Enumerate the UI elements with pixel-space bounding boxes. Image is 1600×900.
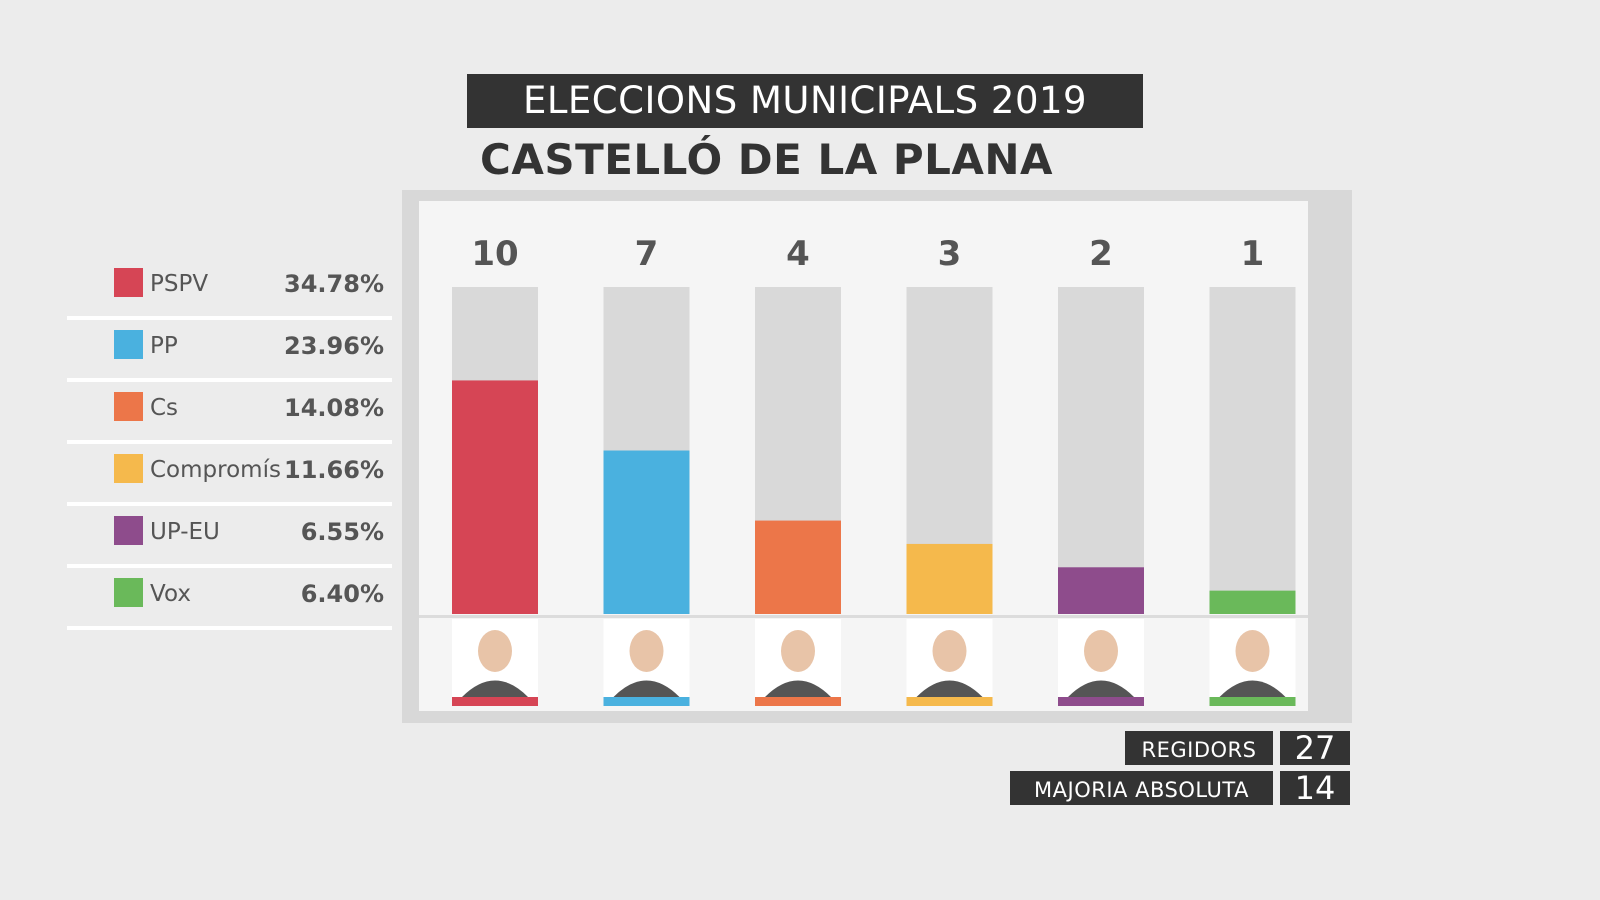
legend-swatch [114,268,143,297]
legend-swatch [114,392,143,421]
legend-vote-percent: 11.66% [284,456,384,484]
legend-swatch [114,516,143,545]
candidate-body [613,680,680,697]
legend-item: UP-EU 6.55% [67,506,392,568]
bar-track [1058,287,1144,614]
absolute-majority-label: MAJORIA ABSOLUTA [1010,771,1273,805]
legend-swatch [114,578,143,607]
seat-count-label: 10 [471,234,518,274]
legend-vote-percent: 6.40% [300,580,384,608]
bar-track [1209,287,1296,614]
candidate-color-strip [452,697,538,706]
candidate-face [478,630,512,672]
candidate-color-strip [1058,697,1144,706]
legend-item: PP 23.96% [67,320,392,382]
candidate-face [1235,630,1270,672]
legend-vote-percent: 34.78% [284,270,384,298]
seat-count-label: 3 [938,234,962,274]
legend-item: Compromís 11.66% [67,444,392,506]
legend-party-name: PSPV [150,271,209,297]
bar-up-eu [1058,567,1144,614]
legend-vote-percent: 14.08% [284,394,384,422]
candidate-face [932,630,967,672]
city-title: CASTELLÓ DE LA PLANA [480,135,1054,184]
legend: PSPV 34.78% PP 23.96% Cs 14.08% Compromí… [67,258,392,630]
bar-compromís [906,543,993,614]
bar-cs [755,520,841,614]
candidate-color-strip [1209,697,1296,706]
candidate-color-strip [906,697,993,706]
candidate-face [629,630,664,672]
legend-party-name: Vox [150,581,191,607]
legend-party-name: UP-EU [150,519,220,545]
candidate-body [1068,680,1134,697]
candidate-body [765,680,831,697]
candidate-face [781,630,815,672]
legend-party-name: Compromís [150,457,281,483]
bar-vox [1209,590,1296,614]
chart-baseline [419,615,1308,618]
regidors-value: 27 [1280,731,1350,765]
legend-party-name: PP [150,333,178,359]
legend-swatch [114,330,143,359]
legend-item: PSPV 34.78% [67,258,392,320]
candidate-body [1219,680,1286,697]
absolute-majority-value: 14 [1280,771,1350,805]
legend-item: Cs 14.08% [67,382,392,444]
seat-count-label: 2 [1089,234,1113,274]
candidate-color-strip [755,697,841,706]
seat-count-label: 7 [635,234,659,274]
candidate-color-strip [603,697,690,706]
seats-bar-chart: 10 7 4 3 2 1 [452,234,1296,706]
seat-count-label: 1 [1241,234,1265,274]
legend-vote-percent: 23.96% [284,332,384,360]
legend-party-name: Cs [150,395,179,421]
election-title: ELECCIONS MUNICIPALS 2019 [467,74,1143,128]
legend-swatch [114,454,143,483]
legend-vote-percent: 6.55% [300,518,384,546]
regidors-label: REGIDORS [1125,731,1273,765]
candidate-face [1084,630,1118,672]
chart-frame: 10 7 4 3 2 1 [402,190,1352,723]
bar-pspv [452,380,538,614]
chart-area: 10 7 4 3 2 1 [419,201,1308,711]
bar-pp [603,450,690,614]
legend-item: Vox 6.40% [67,568,392,630]
seat-count-label: 4 [786,234,810,274]
candidate-body [462,680,528,697]
candidate-body [916,680,983,697]
